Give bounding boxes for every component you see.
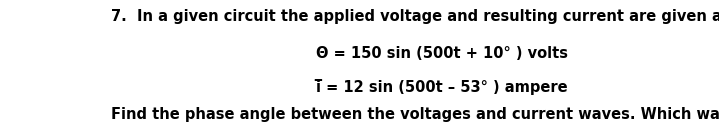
Text: Find the phase angle between the voltages and current waves. Which wave: Find the phase angle between the voltage… <box>111 107 719 122</box>
Text: i̅ = 12 sin (500t – 53° ) ampere: i̅ = 12 sin (500t – 53° ) ampere <box>316 79 568 95</box>
Text: Θ = 150 sin (500t + 10° ) volts: Θ = 150 sin (500t + 10° ) volts <box>316 46 568 61</box>
Text: 7.  In a given circuit the applied voltage and resulting current are given as fo: 7. In a given circuit the applied voltag… <box>111 9 719 24</box>
